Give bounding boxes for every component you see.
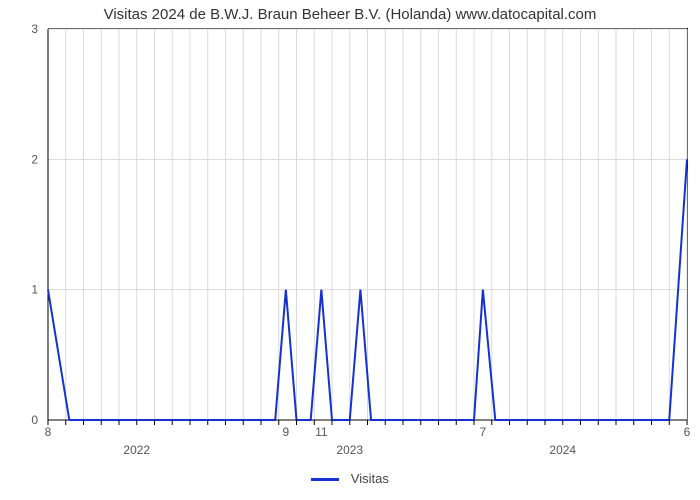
legend-swatch (311, 478, 339, 481)
svg-text:11: 11 (315, 425, 328, 439)
plot-area: 0123 891176 202220232024 (48, 28, 688, 420)
svg-text:1: 1 (31, 283, 38, 297)
vertical-gridlines (66, 29, 687, 420)
svg-text:0: 0 (31, 413, 38, 427)
svg-text:2023: 2023 (336, 443, 363, 457)
svg-text:2024: 2024 (549, 443, 576, 457)
chart-container: Visitas 2024 de B.W.J. Braun Beheer B.V.… (0, 0, 700, 500)
x-year-labels: 2022 2023 2024 (123, 443, 576, 457)
svg-text:2022: 2022 (123, 443, 150, 457)
y-tick-labels: 0 1 2 3 (31, 22, 38, 427)
svg-text:9: 9 (283, 425, 290, 439)
svg-text:2: 2 (31, 152, 38, 166)
svg-text:8: 8 (45, 425, 52, 439)
svg-text:6: 6 (684, 425, 691, 439)
legend: Visitas (0, 471, 700, 486)
chart-title: Visitas 2024 de B.W.J. Braun Beheer B.V.… (0, 6, 700, 23)
svg-text:3: 3 (31, 22, 38, 36)
chart-svg: 0123 891176 202220232024 (48, 29, 687, 420)
svg-text:7: 7 (480, 425, 487, 439)
x-value-labels: 8 9 11 7 6 (45, 425, 691, 439)
legend-label: Visitas (351, 471, 389, 486)
